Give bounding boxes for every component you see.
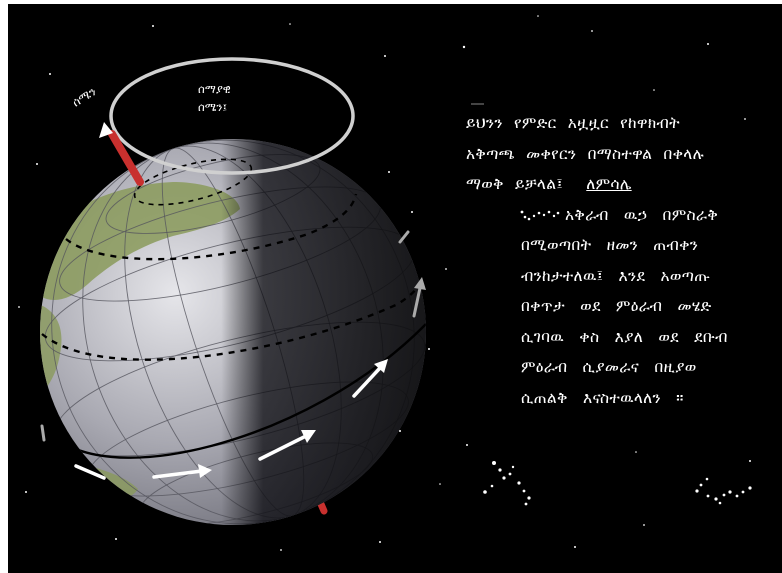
text-line-1: ይህንን የምድር አዟዟር የከዋክብት [466, 114, 680, 132]
starfield [18, 15, 751, 551]
earth-globe [40, 139, 426, 525]
diagram-frame: ሰሜን ሰማያዊ ሰሜን፤ ይህንን የምድር አዟዟር የከዋክብት አቅጣጫ… [8, 4, 782, 573]
text-line-2: አቅጣጫ መቀየርን በማስተዋል በቀላሉ [466, 144, 704, 163]
celestial-north-ring [109, 57, 355, 175]
example-link: ለምሳሌ [586, 175, 632, 193]
constellation-left [483, 461, 531, 506]
star-cluster-icon [520, 210, 560, 221]
text-line-3: ማወቅ ይቻላል፤ ለምሳሌ [466, 169, 776, 200]
edge-arrows [40, 230, 426, 442]
text-line-5: በሚወጣበት ዘመን ጠብቀን [521, 236, 699, 254]
text-line-7: በቀጥታ ወደ ምዕራብ መሄድ [521, 297, 712, 315]
north-arrow-icon [99, 122, 113, 138]
text-line-6: ብንከታተለዉ፤ እንደ አወጣጡ [521, 266, 711, 285]
polar-cap-outline [133, 158, 253, 206]
star-path-upper [65, 193, 358, 261]
north-label: ሰሜን [70, 84, 99, 109]
north-star-label-line2: ሰሜን፤ [198, 100, 227, 114]
star-path-middle [41, 281, 422, 361]
text-line-8: ሲገባዉ ቀስ እያለ ወደ ደቡብ [521, 327, 728, 346]
constellation-right [695, 477, 752, 505]
text-line-4: አቅራብ ዉኃ በምስራቅ [466, 200, 776, 231]
explanation-text: ይህንን የምድር አዟዟር የከዋክብት አቅጣጫ መቀየርን በማስተዋል … [466, 108, 776, 413]
text-line-4-words: አቅራብ ዉኃ በምስራቅ [565, 205, 719, 224]
earth-rotation-illustration: ሰሜን ሰማያዊ ሰሜን፤ [18, 15, 752, 551]
motion-arrows [74, 359, 388, 480]
text-line-10: ሲጠልቅ እናስተዉላለን ። [521, 388, 684, 407]
text-line-3-main: ማወቅ ይቻላል፤ [466, 175, 564, 193]
text-line-9: ምዕራብ ሲያመራና በዚያወ [521, 358, 697, 376]
rotation-axis-north [108, 130, 144, 186]
north-star-label-line1: ሰማያዊ [198, 82, 231, 96]
